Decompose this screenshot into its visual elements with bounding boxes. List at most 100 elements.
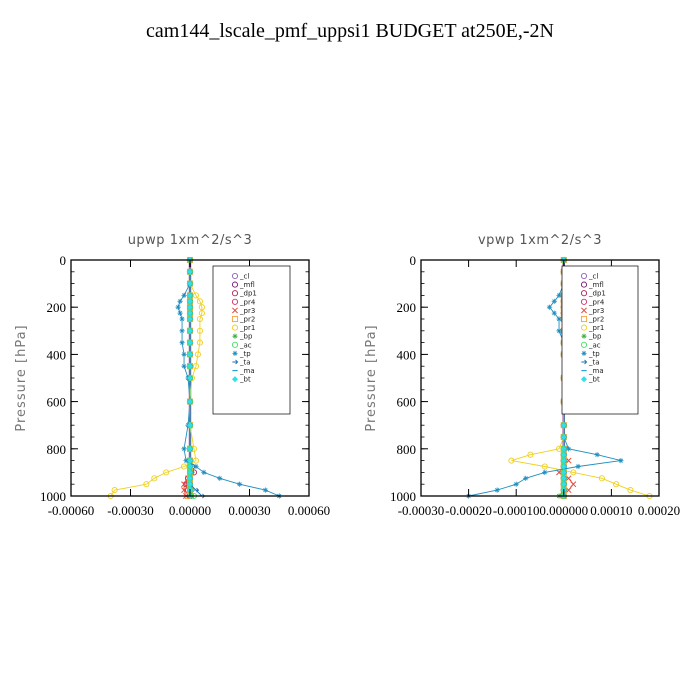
panel-1-series-bt-point bbox=[186, 374, 194, 382]
panel-1-series-tp-point bbox=[179, 340, 185, 346]
panel-1-series-bt-point bbox=[186, 339, 194, 346]
panel-1-series-bt-point bbox=[186, 268, 194, 275]
panel-1-x-tick-label: 0.00030 bbox=[228, 503, 270, 518]
panel-2-legend-marker bbox=[580, 315, 588, 323]
panel-2-legend-label: _bp bbox=[588, 333, 602, 341]
panel-1-legend-marker bbox=[231, 290, 239, 297]
panel-1-series-pr1-point bbox=[192, 292, 199, 299]
panel-1-series-tp-point bbox=[193, 463, 199, 470]
panel-1-series-bt-point bbox=[186, 445, 194, 452]
panel-1-series-pr3-point bbox=[181, 487, 188, 494]
panel-1-series-bt-point bbox=[186, 310, 194, 317]
panel-2-title: vpwp 1xm^2/s^3 bbox=[478, 233, 602, 248]
panel-2-series-pr1-point bbox=[527, 451, 534, 458]
panel-2-y-tick-label: 0 bbox=[410, 253, 417, 268]
panel-2-legend-label: _pr3 bbox=[588, 307, 604, 315]
panel-2-legend-label: _ac bbox=[588, 341, 601, 349]
panel-1-series-pr1-point bbox=[151, 475, 158, 482]
panel-1-series-bt-point bbox=[186, 298, 194, 305]
panel-1-series-tp-point bbox=[181, 351, 187, 357]
panel-1-legend-marker bbox=[231, 341, 239, 348]
panel-1-series-tp-point bbox=[179, 316, 185, 322]
panel-1-y-tick-label: 1000 bbox=[40, 489, 66, 504]
panel-1-series-pr1-point bbox=[192, 363, 199, 370]
panel-1-legend-marker bbox=[231, 376, 239, 383]
panel-1-legend-marker bbox=[232, 307, 238, 314]
panel-2-legend-marker bbox=[580, 290, 588, 297]
panel-1-series-pr1-point bbox=[196, 298, 203, 305]
panel-1-series-bt-point bbox=[186, 280, 194, 287]
panel-1-y-tick-label: 200 bbox=[47, 300, 67, 315]
panel-1-series-pr1-point bbox=[163, 469, 170, 476]
panel-2-series-tp-point bbox=[556, 292, 562, 298]
panel-1-legend-label: _ac bbox=[239, 341, 252, 349]
panel-1-series-bt bbox=[186, 256, 194, 500]
panel-2-legend-label: _pr4 bbox=[588, 298, 605, 306]
panel-2-legend-label: _bt bbox=[588, 376, 600, 384]
panel-2-y-tick-label: 600 bbox=[397, 395, 417, 410]
panel-1-series-bt-point bbox=[186, 481, 194, 488]
panel-1-legend-marker bbox=[231, 315, 239, 323]
panel-2-x-tick-label: -0.00010 bbox=[493, 503, 540, 518]
panel-1-legend-marker bbox=[232, 350, 238, 356]
panel-1-legend-marker bbox=[231, 298, 239, 305]
panel-2-legend-marker bbox=[581, 333, 587, 339]
panel-1-series-pr1-point bbox=[198, 304, 205, 311]
panel-1-series-tp-point bbox=[179, 328, 185, 334]
panel-2-x-tick-label: -0.00020 bbox=[445, 503, 492, 518]
panel-2-legend-marker bbox=[580, 376, 588, 383]
panel-2-legend-box bbox=[561, 265, 639, 415]
panel-1-series-pr1-point bbox=[194, 351, 201, 358]
panel-2-series-tp-point bbox=[551, 298, 557, 304]
panel-1-series-pr1-point bbox=[192, 457, 199, 464]
panel-2-legend-marker bbox=[581, 307, 587, 314]
panel-1-series-bt-point bbox=[186, 463, 194, 470]
panel-1-y-axis-label: Pressure [hPa] bbox=[14, 324, 29, 431]
panel-1-legend-label: _cl bbox=[239, 273, 249, 281]
panel-2-series-bt-point bbox=[560, 481, 567, 488]
panel-2-series-bt-point bbox=[560, 451, 567, 458]
panel-2-series-tp-point bbox=[523, 475, 529, 481]
panel-2-legend-marker bbox=[581, 350, 587, 356]
panel-1-series-bt-point bbox=[186, 469, 194, 476]
panel-1: upwp 1xm^2/s^3 Pressure [hPa] 0 200 400 600 80… bbox=[14, 233, 330, 518]
panel-1-x-tick-label: -0.00060 bbox=[48, 503, 95, 518]
panel-1-legend-label: _pr3 bbox=[239, 307, 255, 315]
panel-1-series-tp-point bbox=[262, 487, 268, 493]
panel-1-series-pr3-point bbox=[181, 481, 188, 488]
panel-2-series-tp-point bbox=[594, 452, 600, 458]
panel-2-series-tp-point bbox=[618, 458, 624, 464]
panel-1-series-bt-point bbox=[186, 363, 194, 370]
panel-1-series-pr1-point bbox=[196, 339, 203, 346]
panel-2-legend-label: _pr2 bbox=[588, 316, 604, 324]
panel-1-series-bt-point bbox=[186, 422, 194, 429]
panel-1-series-tp-point bbox=[236, 481, 243, 487]
panel-1-legend-marker bbox=[231, 272, 239, 280]
panel-2-y-tick-label: 800 bbox=[397, 442, 417, 457]
panel-2-series-bt-point bbox=[560, 457, 567, 464]
panel-1-series-pr1-point bbox=[196, 315, 203, 323]
panel-1-legend-marker bbox=[232, 333, 238, 339]
panel-1-series-bt-point bbox=[186, 351, 194, 358]
panel-2-series-bt-point bbox=[560, 445, 567, 452]
panel-1-series-tp-point bbox=[201, 469, 207, 475]
panel-2-legend-marker bbox=[580, 281, 588, 288]
panel-1-series-pr1-point bbox=[198, 310, 205, 317]
panel-1-legend-label: _pr4 bbox=[239, 298, 256, 306]
panel-1-legend-label: _mfl bbox=[239, 281, 255, 289]
panel-1-series-bt-point bbox=[186, 398, 194, 405]
panel-1-series-pr1-point bbox=[111, 487, 118, 494]
panel-1-legend-marker bbox=[231, 281, 239, 288]
panel-2-legend-label: _tp bbox=[588, 350, 600, 358]
panel-2-legend-label: _ma bbox=[588, 367, 604, 375]
panel-1-legend-box bbox=[212, 265, 291, 415]
panel-2-legend-label: _dp1 bbox=[588, 290, 606, 298]
panel-1-legend-label: _bp bbox=[239, 333, 253, 341]
panel-1-legend: _cl_mfl_dp1_pr4_pr3_pr2_pr1_bp_ac_tp_ta_… bbox=[212, 265, 291, 415]
panel-1-y-tick-label: 800 bbox=[47, 442, 67, 457]
panel-2-series-tp-point bbox=[556, 328, 562, 334]
panel-2-x-tick-label: 0.00010 bbox=[590, 503, 632, 518]
panel-1-series-tp-point bbox=[183, 458, 189, 464]
panel-1-legend-marker bbox=[232, 359, 239, 365]
